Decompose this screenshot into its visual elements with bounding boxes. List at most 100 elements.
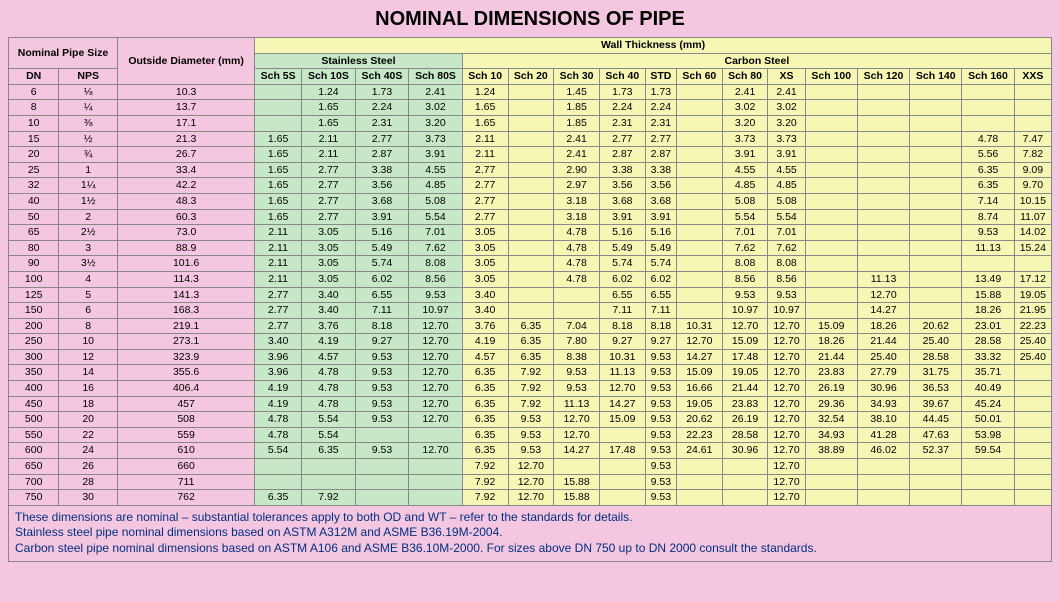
table-cell: 14 <box>59 365 118 381</box>
col-nominal-pipe-size: Nominal Pipe Size <box>9 38 118 69</box>
table-cell: 25.40 <box>1014 349 1051 365</box>
table-row: 401½48.31.652.773.685.082.773.183.683.68… <box>9 193 1052 209</box>
table-row: 15½21.31.652.112.773.732.112.412.772.773… <box>9 131 1052 147</box>
table-cell <box>676 178 722 194</box>
table-cell: 2.87 <box>355 147 409 163</box>
table-row: 80388.92.113.055.497.623.054.785.495.497… <box>9 240 1052 256</box>
table-cell: 10.97 <box>768 303 805 319</box>
table-cell <box>676 225 722 241</box>
table-cell <box>676 131 722 147</box>
table-cell: 9.53 <box>645 490 676 506</box>
table-cell: 9.53 <box>355 365 409 381</box>
table-cell <box>302 459 356 475</box>
table-cell: 35.71 <box>962 365 1014 381</box>
table-cell: 9.53 <box>645 474 676 490</box>
table-cell: 9.53 <box>508 443 554 459</box>
table-cell: 8.56 <box>409 271 463 287</box>
table-cell: 2.77 <box>302 193 356 209</box>
table-cell: 12.70 <box>409 396 463 412</box>
table-cell: 7.01 <box>722 225 768 241</box>
table-cell: 1.65 <box>302 115 356 131</box>
table-cell <box>1014 412 1051 428</box>
table-cell: 12.70 <box>768 459 805 475</box>
table-cell <box>676 147 722 163</box>
table-cell: 12.70 <box>768 396 805 412</box>
table-cell: 17.1 <box>118 115 255 131</box>
table-cell <box>355 490 409 506</box>
table-cell: 1.24 <box>462 84 508 100</box>
table-cell: 10.97 <box>409 303 463 319</box>
table-cell: 9.09 <box>1014 162 1051 178</box>
table-cell: 10.97 <box>722 303 768 319</box>
table-cell <box>805 115 857 131</box>
table-cell <box>857 100 909 116</box>
table-cell <box>255 100 302 116</box>
table-cell: 5.74 <box>599 256 645 272</box>
table-cell <box>857 474 909 490</box>
table-cell <box>508 193 554 209</box>
table-cell: 15.24 <box>1014 240 1051 256</box>
table-cell <box>805 490 857 506</box>
table-cell: 12 <box>59 349 118 365</box>
table-cell: 20.62 <box>910 318 962 334</box>
table-cell: 1.65 <box>462 115 508 131</box>
table-cell: 6.35 <box>462 396 508 412</box>
table-cell <box>910 178 962 194</box>
table-cell <box>1014 381 1051 397</box>
table-cell: 5.49 <box>355 240 409 256</box>
table-cell: 9.53 <box>355 443 409 459</box>
table-cell: 3.05 <box>302 240 356 256</box>
table-cell: 8.18 <box>599 318 645 334</box>
table-cell: 4.78 <box>554 240 600 256</box>
table-cell: 21.95 <box>1014 303 1051 319</box>
table-cell: 59.54 <box>962 443 1014 459</box>
table-cell: 8.08 <box>722 256 768 272</box>
table-cell <box>599 490 645 506</box>
table-cell: 2.11 <box>255 240 302 256</box>
table-cell: 5.49 <box>645 240 676 256</box>
table-cell: 39.67 <box>910 396 962 412</box>
table-cell <box>857 490 909 506</box>
table-cell <box>722 459 768 475</box>
table-cell <box>805 271 857 287</box>
table-cell: 12.70 <box>508 474 554 490</box>
col-sch-40s: Sch 40S <box>355 69 409 85</box>
table-cell: 20 <box>59 412 118 428</box>
table-cell: 5.54 <box>409 209 463 225</box>
table-cell: 4.57 <box>302 349 356 365</box>
table-cell: 9.53 <box>355 412 409 428</box>
table-cell: 5.08 <box>768 193 805 209</box>
table-cell: 14.27 <box>554 443 600 459</box>
table-cell: 114.3 <box>118 271 255 287</box>
table-cell: 3.73 <box>409 131 463 147</box>
col-dn: DN <box>9 69 59 85</box>
table-row: 10⅜17.11.652.313.201.651.852.312.313.203… <box>9 115 1052 131</box>
table-cell <box>676 459 722 475</box>
col-sch-20: Sch 20 <box>508 69 554 85</box>
table-cell: 28.58 <box>962 334 1014 350</box>
table-cell: 12.70 <box>409 318 463 334</box>
table-cell: 21.44 <box>722 381 768 397</box>
table-cell: 10.3 <box>118 84 255 100</box>
table-cell: 3.40 <box>462 287 508 303</box>
table-cell: 12.70 <box>768 381 805 397</box>
col-sch-5s: Sch 5S <box>255 69 302 85</box>
table-cell <box>676 100 722 116</box>
table-cell <box>910 256 962 272</box>
table-cell <box>1014 443 1051 459</box>
table-cell: 1.73 <box>645 84 676 100</box>
table-cell: 33.4 <box>118 162 255 178</box>
table-cell: 14.02 <box>1014 225 1051 241</box>
table-cell: 34.93 <box>805 427 857 443</box>
table-cell: 18 <box>59 396 118 412</box>
table-cell: 6.55 <box>599 287 645 303</box>
table-cell: 18.26 <box>805 334 857 350</box>
table-cell: 45.24 <box>962 396 1014 412</box>
table-cell <box>805 162 857 178</box>
col-sch-160: Sch 160 <box>962 69 1014 85</box>
table-cell: 12.70 <box>676 334 722 350</box>
table-cell: 168.3 <box>118 303 255 319</box>
table-cell: 1.65 <box>302 100 356 116</box>
table-cell: 4.19 <box>302 334 356 350</box>
table-cell: 3.91 <box>722 147 768 163</box>
